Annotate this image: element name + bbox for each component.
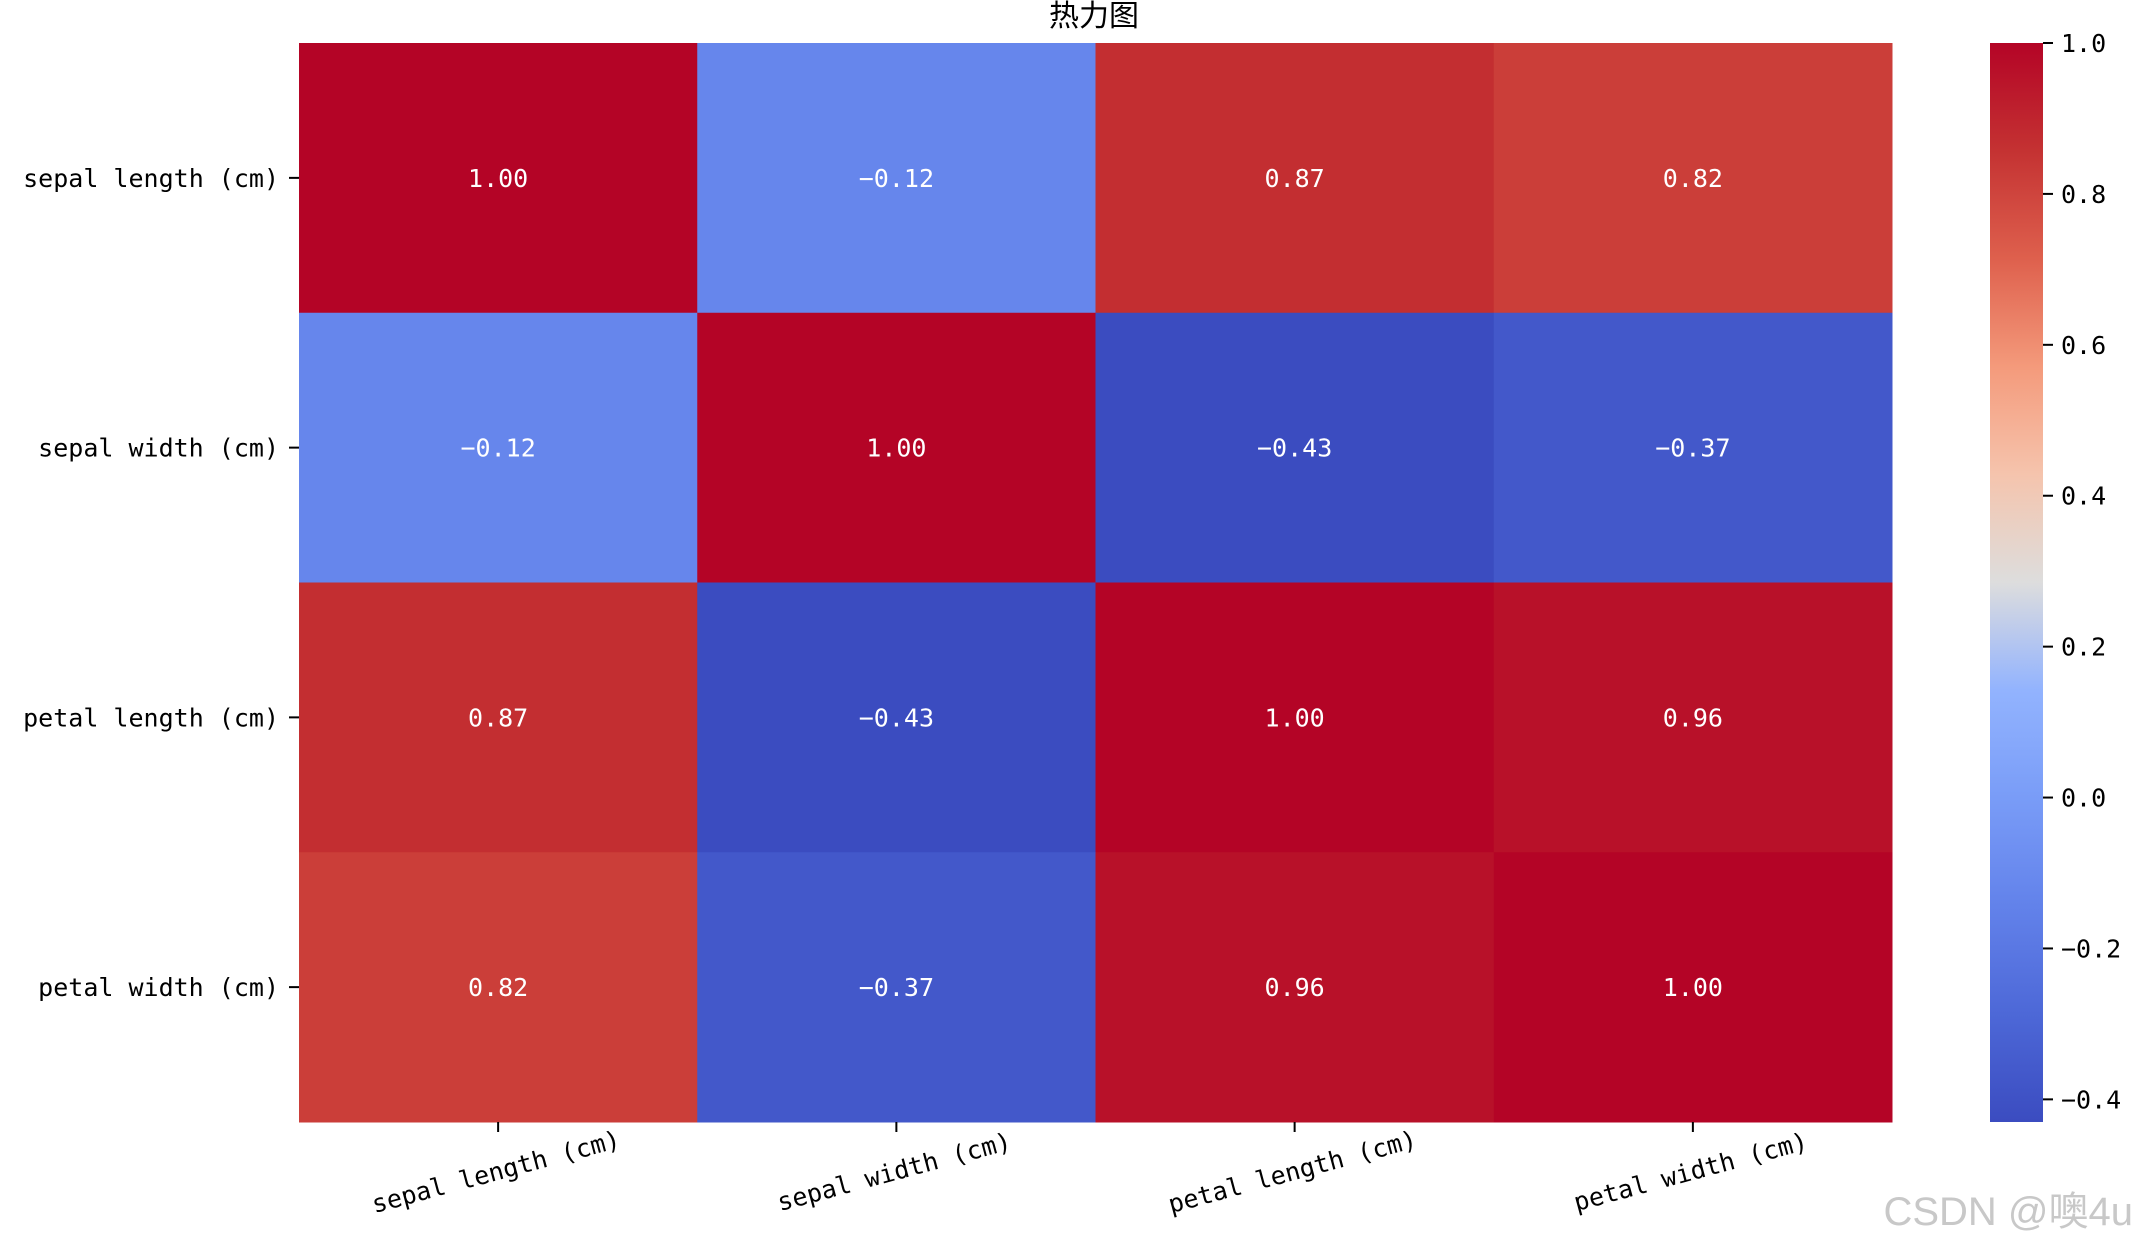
cell-value-label: −0.37 bbox=[859, 973, 934, 1002]
chart-title: 热力图 bbox=[1049, 0, 1139, 34]
cell-value-label: 0.87 bbox=[1265, 164, 1325, 193]
cell-value-label: −0.12 bbox=[859, 164, 934, 193]
cell-value-label: 0.96 bbox=[1663, 703, 1723, 732]
y-tick-label: petal length (cm) bbox=[23, 703, 279, 732]
cell-value-label: −0.43 bbox=[859, 703, 934, 732]
cell-value-label: −0.37 bbox=[1655, 434, 1730, 463]
column-labels: sepal length (cm) sepal width (cm) petal l… bbox=[369, 1122, 1811, 1219]
heatmap-cell bbox=[697, 852, 1096, 1123]
heatmap-cell bbox=[697, 43, 1096, 314]
colorbar-tick-label: 0.6 bbox=[2061, 331, 2106, 360]
watermark-text: CSDN @噢4u bbox=[1883, 1190, 2133, 1234]
colorbar-tick-label: 0.8 bbox=[2061, 180, 2106, 209]
y-tick-label: sepal length (cm) bbox=[23, 164, 279, 193]
heatmap-cell bbox=[1493, 852, 1893, 1123]
heatmap-cell bbox=[1493, 312, 1893, 583]
x-tick-label: sepal width (cm) bbox=[774, 1127, 1014, 1217]
heatmap-cell bbox=[697, 312, 1096, 583]
colorbar-gradient bbox=[1990, 43, 2043, 1122]
cell-value-label: 1.00 bbox=[1663, 973, 1723, 1002]
cell-value-label: 1.00 bbox=[468, 164, 528, 193]
x-tick-label: petal width (cm) bbox=[1571, 1127, 1811, 1217]
colorbar-tick-label: 0.4 bbox=[2061, 482, 2106, 511]
x-tick-label: sepal length (cm) bbox=[369, 1125, 624, 1219]
heatmap-cell bbox=[1095, 582, 1495, 853]
heatmap-cell bbox=[299, 43, 698, 314]
cell-value-label: −0.12 bbox=[460, 434, 535, 463]
row-labels: sepal length (cm) sepal width (cm) petal l… bbox=[23, 164, 299, 1002]
cell-value-label: 0.82 bbox=[468, 973, 528, 1002]
heatmap-cell bbox=[299, 582, 698, 853]
heatmap-cell bbox=[1095, 852, 1495, 1123]
heatmap-cells: 1.00 −0.12 0.87 0.82 −0.12 1.00 −0.43 −0.37 0.87… bbox=[299, 43, 1893, 1123]
colorbar: 1.0 0.8 0.6 0.4 0.2 0.0 −0.2 −0.4 bbox=[1990, 29, 2121, 1122]
colorbar-tick-label: −0.2 bbox=[2061, 934, 2121, 963]
colorbar-tick-label: 0.0 bbox=[2061, 784, 2106, 813]
heatmap-cell bbox=[1095, 312, 1495, 583]
heatmap-cell bbox=[1493, 582, 1893, 853]
cell-value-label: −0.43 bbox=[1257, 434, 1332, 463]
cell-value-label: 1.00 bbox=[866, 434, 926, 463]
heatmap-cell bbox=[299, 852, 698, 1123]
colorbar-tick-label: −0.4 bbox=[2061, 1085, 2121, 1114]
y-tick-label: petal width (cm) bbox=[38, 973, 279, 1002]
colorbar-tick-label: 0.2 bbox=[2061, 633, 2106, 662]
heatmap-cell bbox=[1095, 43, 1495, 314]
cell-value-label: 0.96 bbox=[1265, 973, 1325, 1002]
heatmap-cell bbox=[1493, 43, 1893, 314]
y-tick-label: sepal width (cm) bbox=[38, 434, 279, 463]
colorbar-tick-label: 1.0 bbox=[2061, 29, 2106, 58]
heatmap-cell bbox=[299, 312, 698, 583]
cell-value-label: 0.82 bbox=[1663, 164, 1723, 193]
cell-value-label: 1.00 bbox=[1265, 703, 1325, 732]
heatmap-cell bbox=[697, 582, 1096, 853]
cell-value-label: 0.87 bbox=[468, 703, 528, 732]
x-tick-label: petal length (cm) bbox=[1165, 1125, 1420, 1219]
